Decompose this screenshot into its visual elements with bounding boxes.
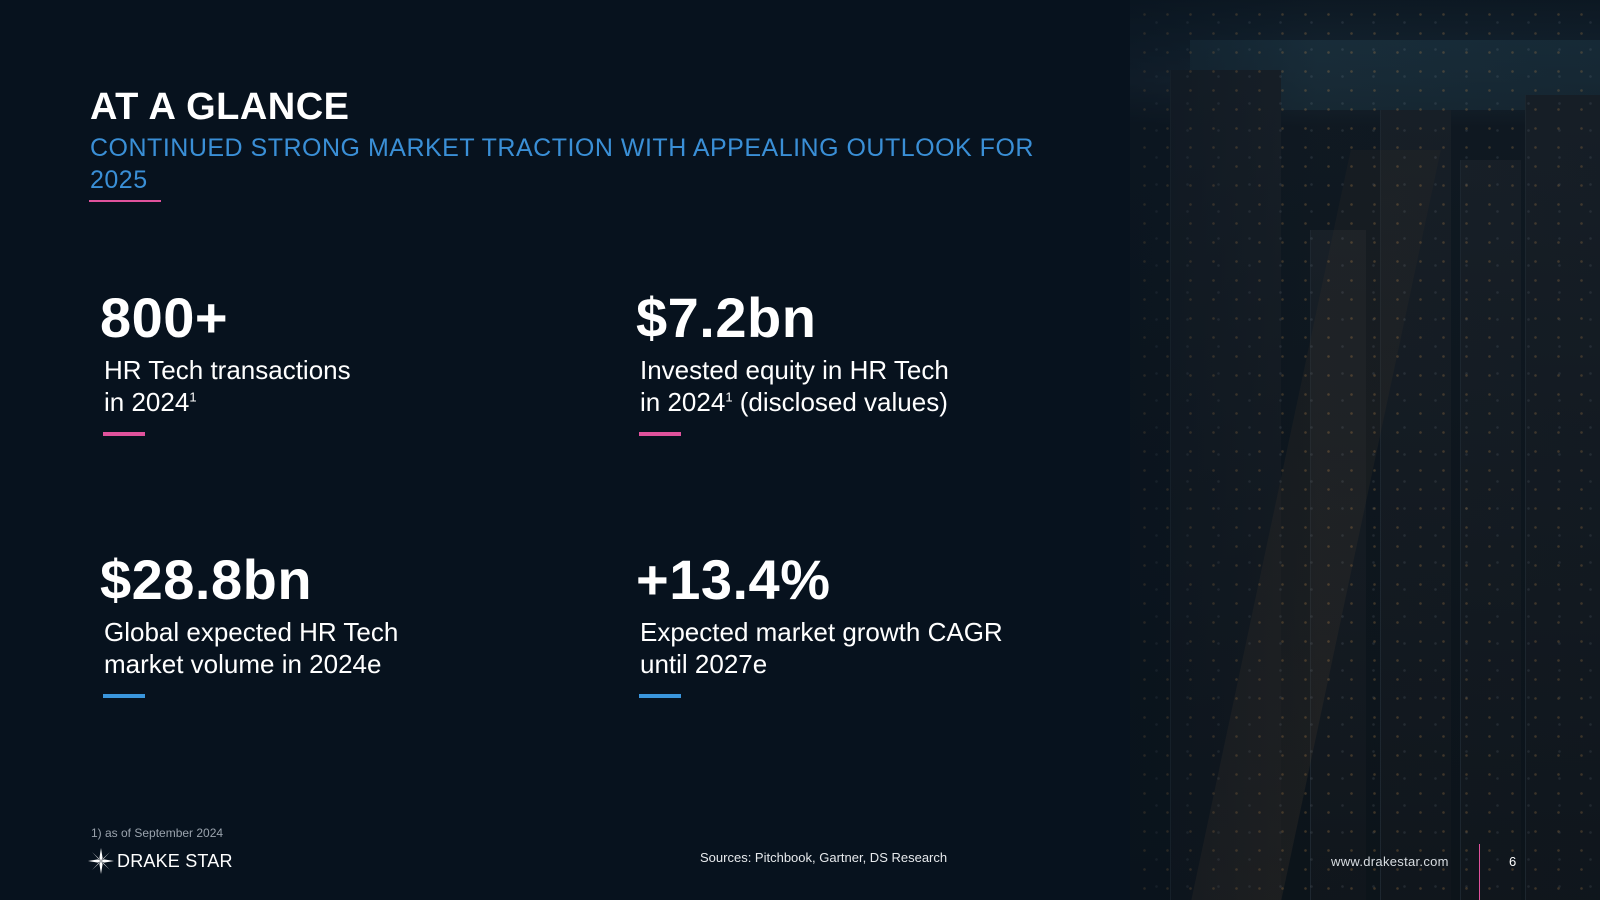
page-title: AT A GLANCE	[90, 86, 350, 128]
stat-accent-bar	[103, 432, 145, 436]
drake-star-logo: DRAKE STAR	[88, 848, 233, 874]
stat-line2: in 2024	[640, 387, 726, 417]
stat-value: $28.8bn	[100, 548, 313, 611]
website-link[interactable]: www.drakestar.com	[1331, 854, 1449, 869]
stat-accent-bar	[639, 432, 681, 436]
logo-text: DRAKE STAR	[117, 850, 233, 871]
stat-market-growth: +13.4% Expected market growth CAGR until…	[636, 550, 1096, 698]
stat-line1: Expected market growth CAGR	[640, 617, 1003, 647]
city-night-photo	[1130, 0, 1600, 900]
stat-description: HR Tech transactions in 20241	[104, 354, 560, 418]
stat-line1: Invested equity in HR Tech	[640, 355, 949, 385]
title-underline	[89, 200, 161, 202]
stat-line2: market volume in 2024e	[104, 649, 382, 679]
photo-overlay	[1130, 0, 1600, 900]
stat-line1: HR Tech transactions	[104, 355, 351, 385]
star-compass-icon	[88, 848, 114, 874]
stat-description: Invested equity in HR Tech in 20241 (dis…	[640, 354, 1096, 418]
footnote-marker: 1	[189, 389, 197, 405]
stat-value: +13.4%	[636, 548, 831, 611]
stat-description: Expected market growth CAGR until 2027e	[640, 616, 1096, 680]
stat-line1: Global expected HR Tech	[104, 617, 399, 647]
stat-accent-bar	[103, 694, 145, 698]
page-number: 6	[1509, 854, 1517, 869]
stat-description: Global expected HR Tech market volume in…	[104, 616, 560, 680]
stat-line2: until 2027e	[640, 649, 768, 679]
footnote: 1) as of September 2024	[91, 826, 224, 840]
stat-line2: in 2024	[104, 387, 190, 417]
page-subtitle: CONTINUED STRONG MARKET TRACTION WITH AP…	[90, 134, 1034, 194]
footnote-marker: 1	[725, 389, 733, 405]
sources-note: Sources: Pitchbook, Gartner, DS Research	[700, 850, 948, 865]
stat-line2-suffix: (disclosed values)	[732, 387, 948, 417]
stat-market-volume: $28.8bn Global expected HR Tech market v…	[100, 550, 560, 698]
stat-value: 800+	[100, 286, 229, 349]
stat-invested-equity: $7.2bn Invested equity in HR Tech in 202…	[636, 288, 1096, 436]
stat-accent-bar	[639, 694, 681, 698]
stat-transactions: 800+ HR Tech transactions in 20241	[100, 288, 560, 436]
footer-divider	[1479, 844, 1480, 900]
stat-value: $7.2bn	[636, 286, 817, 349]
